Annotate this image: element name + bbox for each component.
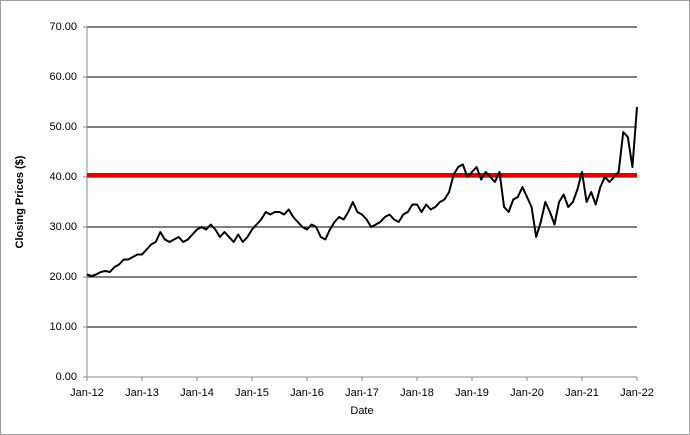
x-tick-label: Jan-18 — [400, 387, 434, 399]
price-line — [86, 106, 638, 277]
y-tick-label: 60.00 — [49, 71, 77, 83]
y-axis-label: Closing Prices ($) — [14, 155, 26, 248]
y-tick-label: 50.00 — [49, 121, 77, 133]
y-tick-label: 30.00 — [49, 221, 77, 233]
x-tick-label: Jan-15 — [235, 387, 269, 399]
x-tick-label: Jan-22 — [620, 387, 654, 399]
y-tick-label: 20.00 — [49, 271, 77, 283]
x-axis-label: Date — [350, 405, 373, 417]
x-tick-label: Jan-12 — [70, 387, 104, 399]
x-tick-label: Jan-21 — [565, 387, 599, 399]
y-tick-label: 70.00 — [49, 21, 77, 33]
x-tick-label: Jan-17 — [345, 387, 379, 399]
x-tick-label: Jan-19 — [455, 387, 489, 399]
x-tick-label: Jan-16 — [290, 387, 324, 399]
y-tick-label: 10.00 — [49, 321, 77, 333]
x-tick-label: Jan-14 — [180, 387, 214, 399]
y-tick-label: 40.00 — [49, 171, 77, 183]
y-tick-label: 0.00 — [56, 371, 77, 383]
x-tick-label: Jan-20 — [510, 387, 544, 399]
x-tick-label: Jan-13 — [125, 387, 159, 399]
